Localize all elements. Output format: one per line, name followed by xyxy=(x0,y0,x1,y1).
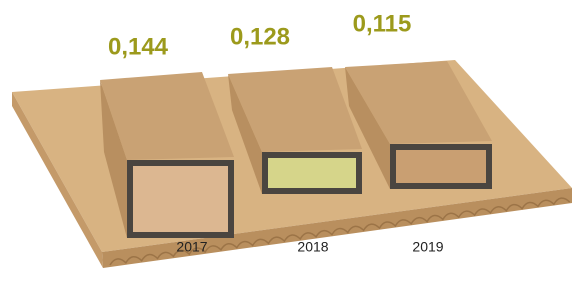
x-tick-label: 2017 xyxy=(176,239,207,255)
value-label: 0,128 xyxy=(230,23,290,50)
box-front xyxy=(396,150,486,183)
box-front xyxy=(268,158,356,188)
x-tick-label: 2019 xyxy=(412,239,443,255)
box-front xyxy=(133,166,228,232)
value-label: 0,144 xyxy=(108,33,169,60)
x-tick-label: 2018 xyxy=(297,239,328,255)
value-label: 0,115 xyxy=(353,10,412,37)
chart: 0,144 2017 0,128 2018 0,115 2019 xyxy=(0,0,577,288)
